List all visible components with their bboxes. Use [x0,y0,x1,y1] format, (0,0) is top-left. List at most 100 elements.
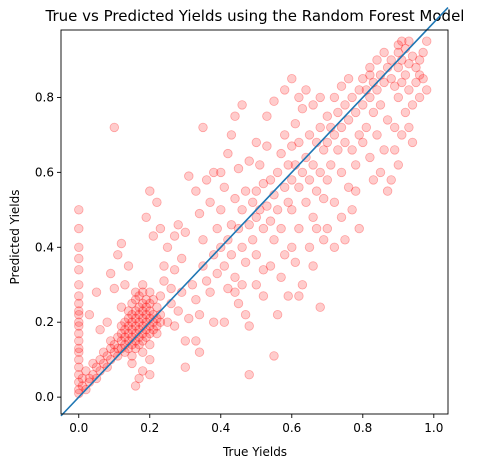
data-point [233,163,244,174]
data-point [351,160,361,170]
data-point [368,175,379,185]
data-point [162,242,173,253]
data-point [255,160,265,170]
data-point [340,137,350,148]
data-point [134,310,144,320]
data-point [91,362,102,372]
data-point [137,366,148,376]
data-point [105,268,116,279]
data-point [127,358,137,369]
data-point [74,310,84,320]
data-point [123,313,134,324]
y-axis-label: Predicted Yields [8,190,22,285]
data-point [340,235,350,245]
data-point [329,130,340,140]
data-point [180,362,191,372]
data-point [109,122,120,133]
points-layer [74,36,432,399]
reference-line [60,6,449,417]
data-point [74,321,84,331]
data-point [123,261,134,271]
data-point [169,265,180,275]
data-point [141,212,151,223]
data-point [311,223,322,234]
data-point [379,77,389,88]
data-point [74,298,84,309]
data-point [297,103,308,114]
axes-layer: 0.0 0.2 0.4 0.6 0.8 1.0 0.0 0.2 0.4 0.6 0.8 [35,29,449,435]
data-point [240,186,251,196]
data-point [276,148,286,159]
plot-frame [60,29,449,415]
data-point [301,197,311,208]
data-point [294,291,304,301]
data-point [311,186,322,196]
data-point [308,212,318,223]
data-point [137,306,148,316]
data-point [315,92,325,103]
data-point [159,276,169,286]
data-point [230,287,240,297]
data-point [148,231,159,241]
data-point [194,208,205,219]
data-point [322,223,333,234]
data-point [404,85,414,95]
data-point [155,317,166,327]
data-point [120,332,130,342]
data-point [141,302,151,312]
data-point [304,175,315,185]
data-point [91,287,102,297]
data-point [74,205,84,215]
data-point [322,175,333,185]
data-point [347,145,357,155]
data-point [290,257,301,268]
data-point [137,336,148,346]
data-point [397,130,407,140]
data-point [329,197,340,208]
data-point [319,145,329,155]
data-point [74,347,84,357]
data-point [287,141,297,151]
data-point [397,77,407,88]
data-point [134,373,144,384]
data-point [148,295,159,305]
data-point [301,85,311,95]
data-point [237,205,247,215]
data-point [240,310,251,320]
data-point [123,321,134,331]
data-point [113,332,123,342]
data-point [407,51,418,61]
data-point [294,182,304,193]
data-point [365,92,375,103]
data-point [351,186,361,196]
data-point [347,205,357,215]
data-point [130,343,141,354]
data-point [98,347,109,357]
data-point [141,332,151,342]
data-point [240,257,251,268]
data-point [74,242,84,253]
data-point [251,137,261,148]
data-point [102,351,112,361]
data-point [130,295,141,305]
data-point [88,370,98,380]
data-point [365,152,375,163]
data-point [152,197,162,208]
data-point [372,85,382,95]
data-point [411,77,421,88]
data-point [333,145,343,155]
data-point [130,287,141,297]
data-point [244,321,254,331]
data-point [354,85,364,95]
data-point [251,280,261,290]
data-point [116,328,127,339]
data-point [212,268,222,279]
data-point [326,160,336,170]
y-tick-label: 0.8 [35,90,54,104]
data-point [244,220,254,230]
data-point [422,36,432,46]
data-point [77,373,88,384]
data-point [319,193,329,204]
data-point [230,111,240,121]
